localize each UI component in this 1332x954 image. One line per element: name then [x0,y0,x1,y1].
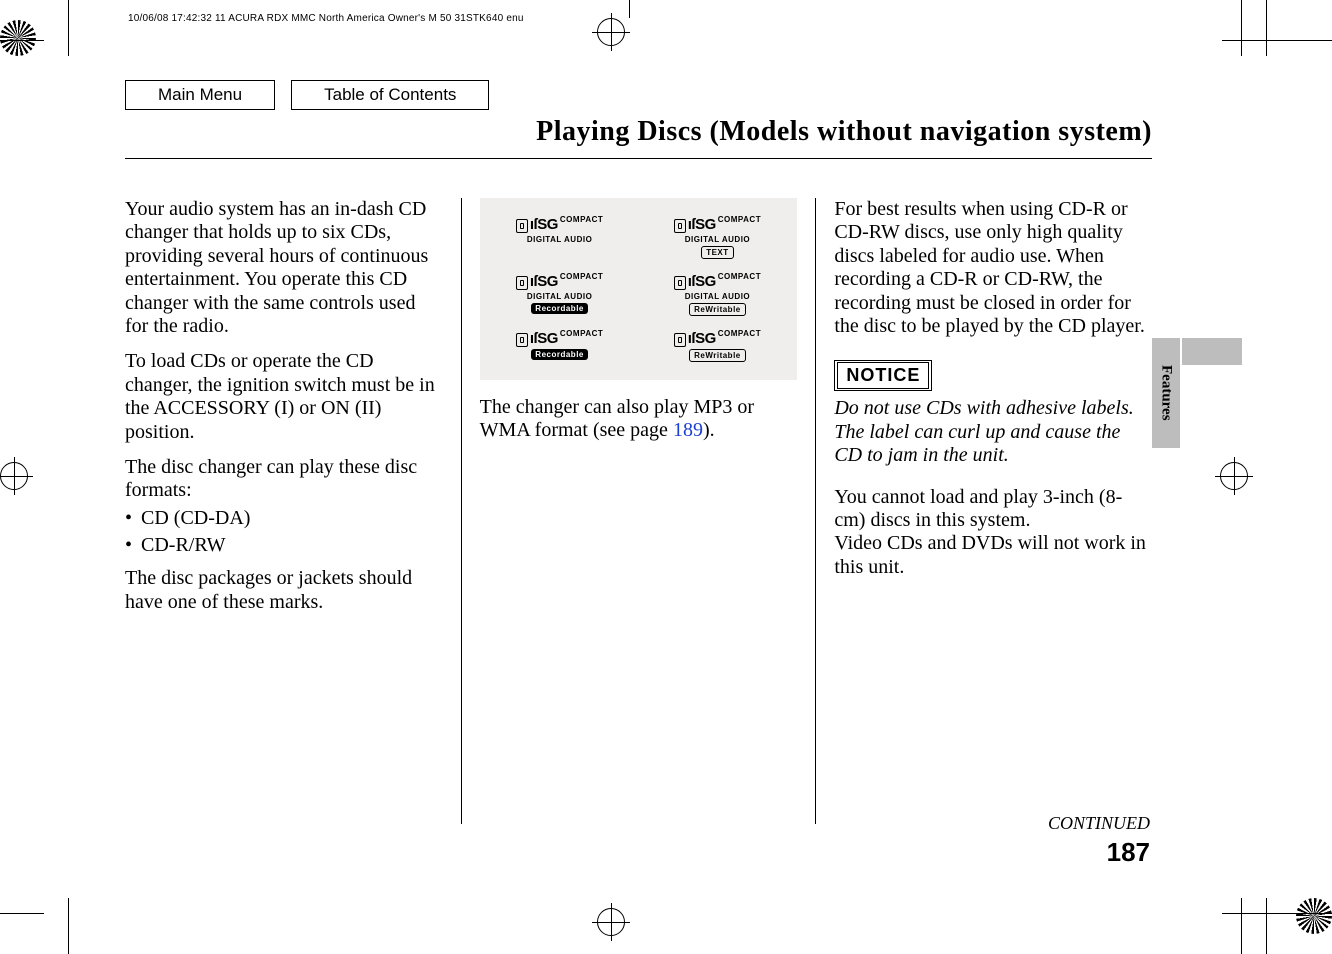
notice-label: NOTICE [837,362,929,389]
crop-line [629,0,630,18]
crop-line [1222,40,1332,41]
crop-line [1266,898,1267,954]
registration-mark-bottom [597,908,625,936]
registration-mark-top [597,18,625,46]
crop-line [68,898,69,954]
paragraph: The disc changer can play these disc for… [125,456,443,503]
section-tab-features: Features [1152,338,1180,448]
cd-logo-digital-audio: ıſSGCOMPACT DIGITAL AUDIO [490,216,630,259]
compact-disc-logos: ıſSGCOMPACT DIGITAL AUDIO ıſSGCOMPACT DI… [480,198,798,380]
crop-line [1266,0,1267,56]
crop-line [1241,0,1242,56]
bleed-tab-right [1182,338,1242,365]
paragraph: Your audio system has an in-dash CD chan… [125,198,443,338]
paragraph: The changer can also play MP3 or WMA for… [480,396,798,443]
page-content: Main Menu Table of Contents Playing Disc… [125,80,1152,824]
crop-line [0,913,44,914]
notice-text: Do not use CDs with adhesive labels. The… [834,397,1152,467]
paragraph: To load CDs or operate the CD changer, t… [125,350,443,444]
registration-mark-right [1220,462,1248,490]
cd-logo-recordable-2: ıſSGCOMPACT Recordable [490,330,630,362]
paragraph: For best results when using CD-R or CD-R… [834,198,1152,338]
cd-logo-rewritable: ıſSGCOMPACT DIGITAL AUDIO ReWritable [648,273,788,316]
toc-button[interactable]: Table of Contents [291,80,489,110]
page-number: 187 [1107,837,1150,868]
page-ref-link[interactable]: 189 [673,419,703,441]
crop-line [1222,913,1332,914]
registration-ornament-tl [0,20,36,56]
continued-label: CONTINUED [1048,813,1150,834]
print-meta-line: 10/06/08 17:42:32 11 ACURA RDX MMC North… [128,13,524,24]
crop-line [1241,898,1242,954]
crop-line [68,0,69,56]
text-run: ). [703,419,715,441]
cd-logo-recordable: ıſSGCOMPACT DIGITAL AUDIO Recordable [490,273,630,316]
section-tab-label: Features [1158,365,1175,421]
list-item: CD-R/RW [125,534,443,557]
cd-logo-rewritable-2: ıſSGCOMPACT ReWritable [648,330,788,362]
registration-ornament-br [1296,898,1332,934]
list-item: CD (CD-DA) [125,507,443,530]
crop-line [0,40,44,41]
notice-box: NOTICE [834,360,932,391]
main-menu-button[interactable]: Main Menu [125,80,275,110]
title-rule [125,158,1152,159]
paragraph: The disc packages or jackets should have… [125,567,443,614]
cd-logo-text: ıſSGCOMPACT DIGITAL AUDIO TEXT [648,216,788,259]
page-title: Playing Discs (Models without navigation… [536,116,1152,148]
format-list: CD (CD-DA) CD-R/RW [125,507,443,558]
registration-mark-left [0,462,28,490]
paragraph: You cannot load and play 3-inch (8-cm) d… [834,486,1152,580]
